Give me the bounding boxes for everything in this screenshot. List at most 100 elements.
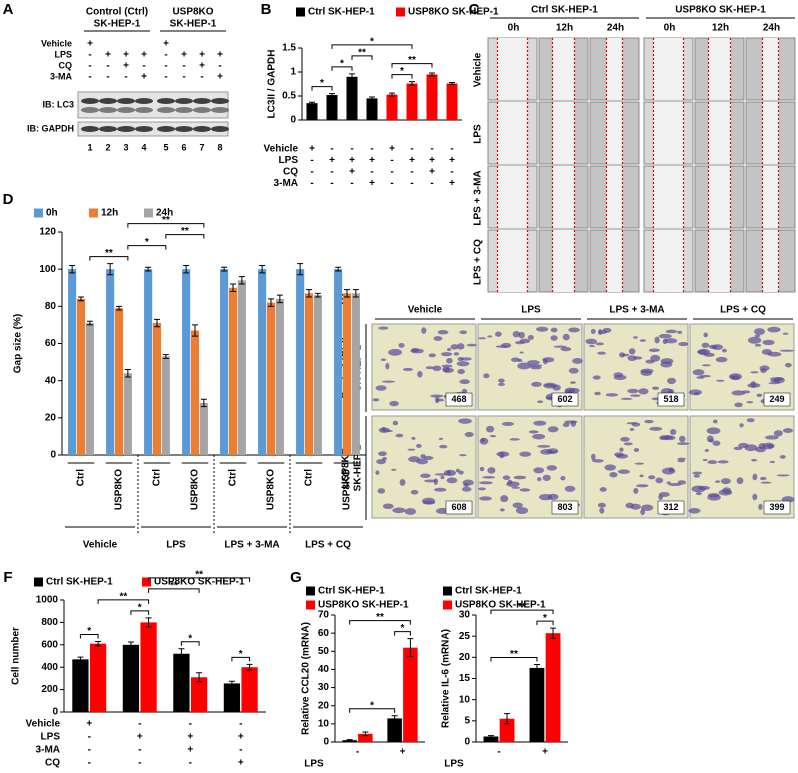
error-bar xyxy=(550,627,557,639)
cell xyxy=(378,451,387,457)
time-label: 12h xyxy=(712,23,729,34)
condition-sign: - xyxy=(182,61,185,72)
scratch-gap xyxy=(606,166,623,228)
y-tick-label: 200 xyxy=(41,684,58,695)
x-tick-label: + xyxy=(542,747,548,758)
cell xyxy=(677,459,686,463)
error-bar xyxy=(314,292,321,298)
significance-label: ** xyxy=(376,612,384,623)
bar xyxy=(114,308,124,455)
cell xyxy=(655,477,664,484)
cell xyxy=(564,485,576,492)
cell xyxy=(572,358,583,364)
condition-sign: + xyxy=(199,61,205,72)
error-bar-line xyxy=(228,680,235,687)
panel-letter: G xyxy=(290,569,302,586)
cell xyxy=(380,358,387,361)
condition-sign: - xyxy=(410,167,413,178)
error-bar xyxy=(238,276,245,285)
significance-bracket xyxy=(391,74,413,79)
cell xyxy=(712,419,718,424)
cell xyxy=(650,354,661,362)
blot-band xyxy=(211,98,229,104)
cell xyxy=(410,489,419,495)
error-bar xyxy=(230,283,236,292)
cell xyxy=(589,345,596,348)
significance-bracket xyxy=(165,234,205,239)
condition-sign: - xyxy=(330,144,333,155)
error-bar-line xyxy=(230,283,236,292)
significance-label: * xyxy=(188,633,192,644)
cell xyxy=(697,485,711,491)
significance-bracket xyxy=(331,66,353,71)
cell xyxy=(779,455,786,459)
significance-label: * xyxy=(145,237,149,248)
cell xyxy=(666,481,671,485)
cell xyxy=(498,378,505,383)
significance-bracket xyxy=(349,620,411,625)
error-bar xyxy=(407,638,414,658)
bar xyxy=(106,269,115,455)
bar xyxy=(406,83,418,120)
cell xyxy=(479,481,493,485)
error-bar-line xyxy=(127,641,134,649)
blot-band xyxy=(193,98,211,104)
cell xyxy=(421,327,427,334)
error-bar xyxy=(352,289,359,298)
cell xyxy=(483,373,490,379)
cell xyxy=(639,474,644,478)
cell xyxy=(762,339,775,346)
condition-sign: - xyxy=(106,72,109,83)
condition-label: LPS xyxy=(41,732,61,743)
cell xyxy=(644,419,654,424)
cell xyxy=(755,446,767,453)
error-bar xyxy=(369,96,375,101)
count-box xyxy=(657,392,685,407)
blot-band xyxy=(175,98,193,104)
cell xyxy=(377,488,386,494)
error-bar xyxy=(449,82,455,85)
cell xyxy=(706,427,721,435)
condition-label: 3-MA xyxy=(36,745,60,756)
cell-count: 602 xyxy=(557,394,572,404)
cell xyxy=(746,401,754,404)
lane-number: 5 xyxy=(163,142,168,152)
scratch-gap xyxy=(552,38,575,100)
blot-band xyxy=(157,107,175,113)
legend-label: 0h xyxy=(46,208,58,219)
y-tick-label: 80 xyxy=(45,301,57,312)
cell-count: 399 xyxy=(769,502,784,512)
cell xyxy=(722,348,727,353)
bar xyxy=(123,373,132,455)
blot-strip xyxy=(77,91,229,119)
scratch-gap xyxy=(552,230,575,292)
cell xyxy=(495,331,502,337)
scratch-gap xyxy=(708,102,731,164)
cell xyxy=(629,394,641,397)
significance-label: * xyxy=(87,626,91,637)
cell xyxy=(750,371,759,374)
cell xyxy=(398,342,405,348)
cell xyxy=(628,348,636,355)
error-bar xyxy=(178,648,185,660)
cell xyxy=(752,493,758,501)
cell xyxy=(712,440,721,446)
y-tick-label: 0 xyxy=(50,450,56,461)
panel-letter: F xyxy=(3,569,12,586)
error-bar-line xyxy=(346,739,353,742)
cell xyxy=(751,458,758,462)
cell xyxy=(704,448,709,453)
cell xyxy=(388,348,402,356)
error-bar-line xyxy=(221,266,228,272)
legend-label: Ctrl SK-HEP-1 xyxy=(455,586,522,597)
group-label: Vehicle xyxy=(83,540,118,551)
condition-sign: + xyxy=(163,39,169,50)
scratch-gap xyxy=(552,166,575,228)
bar xyxy=(258,269,267,455)
y-tick-label: 0 xyxy=(52,707,58,718)
cell xyxy=(496,451,510,457)
blot-band xyxy=(81,98,99,104)
cell xyxy=(478,487,487,491)
error-bar xyxy=(309,101,315,105)
cell xyxy=(716,379,725,382)
